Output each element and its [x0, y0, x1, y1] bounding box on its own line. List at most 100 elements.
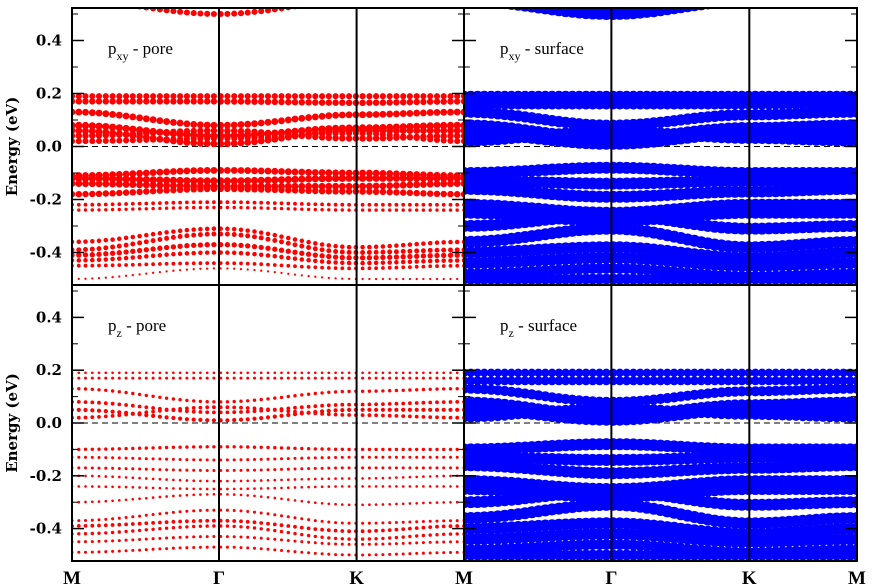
band-point: [158, 486, 162, 490]
band-point: [264, 176, 272, 184]
band-point: [663, 368, 672, 377]
band-point: [117, 475, 121, 479]
band-point: [244, 167, 252, 175]
band-point: [399, 174, 407, 182]
band-point: [770, 410, 781, 421]
band-point: [129, 98, 137, 105]
band-point: [642, 376, 652, 386]
band-point: [117, 522, 122, 527]
band-point: [520, 376, 530, 386]
band-point: [198, 445, 203, 449]
band-point: [117, 485, 121, 489]
band-point: [455, 455, 459, 459]
band-point: [224, 10, 231, 17]
band-point: [116, 250, 122, 256]
band-point: [108, 123, 117, 131]
band-point: [232, 417, 237, 423]
band-point: [164, 206, 169, 210]
band-series: [464, 98, 857, 110]
band-point: [102, 110, 110, 118]
band-point: [540, 376, 550, 386]
band-point: [151, 446, 155, 450]
band-point: [374, 376, 378, 380]
band-point: [615, 376, 625, 386]
band-point: [300, 532, 304, 537]
band-point: [293, 405, 297, 410]
band-point: [129, 125, 137, 133]
band-point: [278, 98, 285, 106]
band-series: [464, 251, 857, 272]
band-point: [83, 550, 88, 554]
band-point: [333, 390, 338, 394]
band-series: [72, 474, 464, 483]
band-point: [311, 113, 319, 121]
band-point: [413, 174, 421, 182]
band-point: [287, 272, 290, 275]
band-point: [156, 8, 163, 13]
band-point: [136, 247, 143, 254]
band-point: [446, 174, 455, 182]
band-point: [203, 98, 211, 105]
band-point: [453, 127, 461, 135]
band-point: [192, 268, 195, 271]
band-point: [286, 406, 291, 411]
band-point: [298, 175, 306, 183]
band-point: [212, 468, 216, 473]
band-point: [313, 202, 318, 207]
band-point: [89, 190, 96, 198]
band-point: [122, 98, 130, 105]
band-point: [381, 447, 385, 452]
band-point: [320, 541, 324, 545]
band-point: [629, 368, 638, 377]
band-point: [205, 445, 209, 449]
band-point: [669, 376, 679, 386]
band-point: [347, 455, 351, 459]
band-point: [265, 245, 271, 251]
band-point: [259, 200, 264, 205]
band-point: [447, 0, 453, 4]
band-point: [340, 408, 345, 413]
band-point: [320, 265, 324, 270]
band-point: [493, 368, 503, 377]
band-point: [428, 533, 432, 537]
band-point: [102, 93, 109, 100]
band-point: [367, 447, 372, 452]
band-point: [387, 413, 392, 418]
band-point: [455, 447, 459, 452]
band-point: [117, 447, 122, 451]
band-point: [547, 376, 557, 386]
band-point: [212, 518, 216, 523]
band-point: [232, 376, 236, 380]
band-point: [77, 371, 81, 375]
band-point: [320, 552, 324, 556]
band-point: [138, 548, 142, 552]
band-point: [145, 272, 148, 275]
band-point: [264, 98, 272, 106]
band-point: [230, 140, 238, 147]
band-point: [394, 414, 399, 418]
band-point: [224, 231, 230, 237]
band-point: [453, 180, 461, 188]
band-point: [251, 120, 258, 128]
band-point: [104, 475, 108, 478]
band-point: [191, 409, 196, 414]
band-point: [449, 277, 452, 281]
band-point: [447, 93, 454, 100]
band-point: [379, 131, 386, 138]
band-point: [246, 494, 250, 497]
band-point: [703, 368, 713, 377]
band-point: [433, 136, 441, 144]
band-point: [280, 497, 283, 501]
band-point: [408, 202, 412, 207]
band-series: [72, 492, 464, 507]
band-point: [124, 515, 128, 520]
band-point: [381, 277, 385, 281]
band-point: [422, 371, 425, 375]
panel-label-subscript: z: [117, 326, 122, 340]
band-point: [441, 208, 446, 212]
band-point: [319, 93, 326, 100]
y-tick-label: -0.2: [30, 467, 62, 485]
band-point: [185, 268, 189, 271]
band-point: [232, 399, 236, 404]
band-point: [832, 376, 842, 386]
